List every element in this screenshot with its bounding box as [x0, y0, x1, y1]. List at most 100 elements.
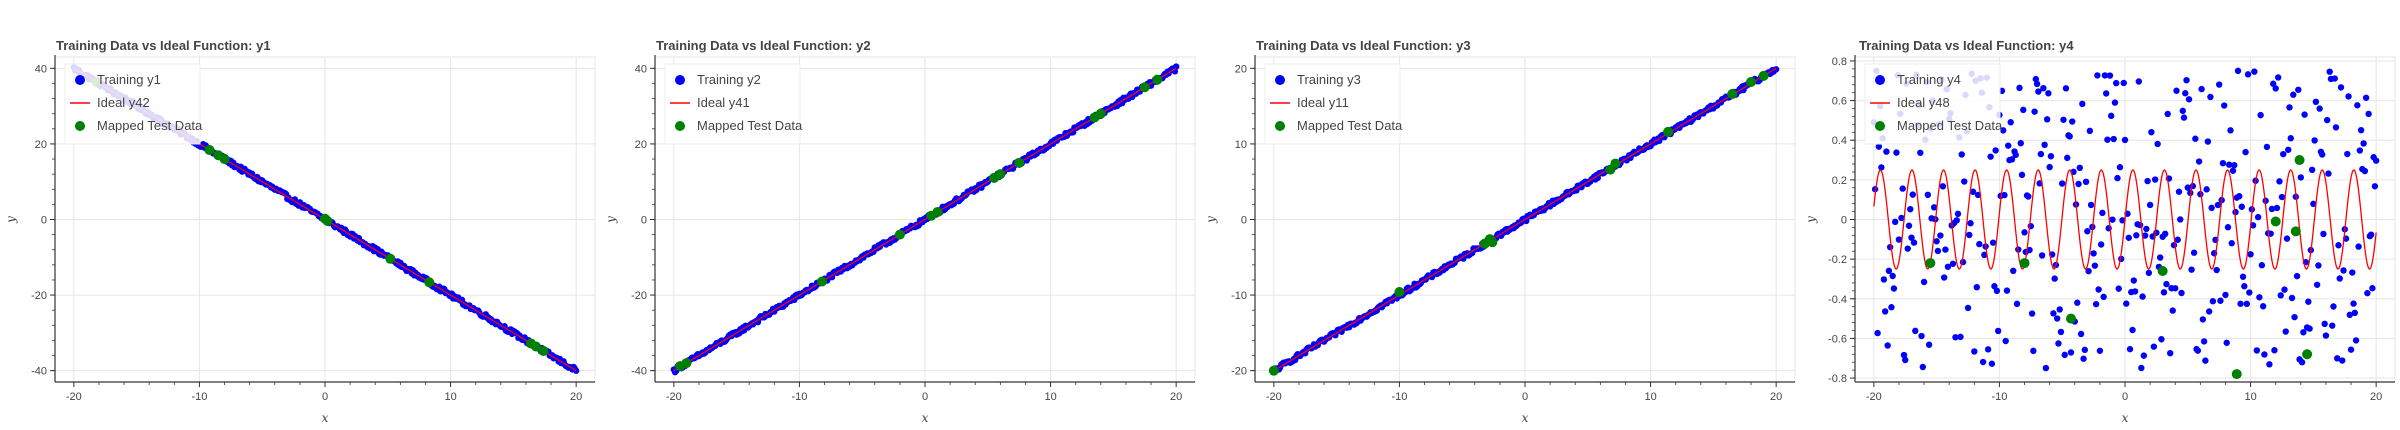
x-tick-label: 20	[1170, 391, 1182, 403]
training-point	[2251, 68, 2258, 75]
mapped-test-point	[219, 154, 230, 165]
training-point	[2156, 254, 2164, 261]
mapped-test-point	[1727, 89, 1738, 100]
chart-title: Training Data vs Ideal Function: y1	[56, 38, 271, 53]
training-point	[2061, 351, 2068, 359]
y-tick-label: 40	[35, 63, 47, 75]
training-point	[1988, 360, 1996, 367]
training-point	[2035, 88, 2042, 95]
training-point	[1973, 283, 1981, 291]
training-point	[572, 367, 580, 374]
training-point	[1905, 222, 1913, 229]
x-tick-label: 20	[2370, 391, 2382, 403]
legend-marker-training	[1275, 75, 1285, 85]
training-point	[2287, 135, 2294, 142]
legend: Training y4 Ideal y48 Mapped Test Data	[1864, 63, 2003, 145]
x-tick-label: -20	[66, 391, 82, 403]
training-point	[1966, 231, 1973, 239]
training-point	[1895, 236, 1903, 243]
mapped-test-point	[995, 169, 1006, 180]
training-point	[2082, 178, 2090, 186]
training-point	[1875, 143, 1883, 150]
training-point	[2224, 224, 2232, 231]
training-point	[2247, 251, 2254, 258]
training-point	[2258, 262, 2266, 269]
training-point	[2351, 309, 2359, 317]
training-point	[2120, 79, 2127, 87]
training-point	[1961, 178, 1968, 185]
training-point	[2010, 267, 2017, 275]
training-point	[2033, 80, 2041, 88]
mapped-test-point	[932, 206, 943, 217]
training-point	[2204, 138, 2212, 145]
training-point	[2012, 151, 2019, 159]
training-point	[2109, 216, 2116, 223]
legend-label-ideal: Ideal y48	[1897, 95, 1950, 110]
training-point	[2046, 163, 2053, 171]
training-point	[2261, 351, 2268, 358]
training-point	[2139, 293, 2146, 300]
training-point	[1902, 356, 1909, 364]
training-point	[1940, 274, 1948, 281]
training-point	[2312, 98, 2320, 106]
training-point	[2041, 141, 2048, 149]
training-point	[2002, 337, 2009, 345]
training-point	[2209, 298, 2217, 305]
training-point	[2126, 345, 2134, 353]
x-tick-label: 10	[444, 391, 456, 403]
training-point	[2242, 148, 2249, 156]
training-point	[2336, 275, 2343, 282]
training-point	[1967, 220, 1974, 227]
training-point	[2135, 78, 2143, 85]
training-point	[2130, 277, 2137, 284]
training-point	[2121, 136, 2129, 144]
legend-label-test: Mapped Test Data	[1297, 118, 1403, 133]
training-point	[2318, 151, 2326, 158]
y-tick-label: 20	[635, 139, 647, 151]
training-point	[2016, 84, 2023, 92]
training-point	[2081, 346, 2089, 354]
plot-area	[1268, 66, 1780, 376]
training-point	[1907, 205, 1914, 213]
training-point	[2031, 108, 2038, 115]
x-tick-label: -10	[1391, 391, 1407, 403]
training-point	[2185, 96, 2193, 103]
training-point	[2345, 93, 2352, 100]
training-point	[2090, 250, 2097, 257]
training-point	[2280, 150, 2287, 158]
training-point	[2322, 332, 2330, 339]
training-point	[2283, 235, 2291, 242]
training-point	[2295, 86, 2302, 93]
training-point	[1917, 149, 1924, 156]
training-point	[2151, 176, 2159, 183]
y-tick-label: -40	[31, 366, 47, 378]
y-tick-label: -40	[631, 366, 647, 378]
training-point	[2256, 294, 2263, 301]
mapped-test-point	[424, 277, 435, 288]
training-point	[2026, 246, 2033, 254]
mapped-test-point	[894, 229, 905, 240]
training-point	[2001, 191, 2008, 199]
x-tick-label: -10	[791, 391, 807, 403]
legend-marker-test	[675, 121, 685, 131]
legend-box	[64, 63, 201, 145]
training-point	[1992, 147, 1999, 154]
training-point	[2182, 90, 2189, 97]
training-point	[2194, 347, 2202, 354]
x-tick-label: -10	[1991, 391, 2007, 403]
training-point	[2281, 286, 2288, 293]
y-tick-label: -20	[1231, 366, 1247, 378]
training-point	[2298, 359, 2306, 366]
y-tick-label: 0.8	[1832, 56, 1847, 68]
training-point	[2154, 140, 2161, 148]
training-point	[2278, 193, 2286, 201]
training-point	[2337, 84, 2345, 91]
x-tick-label: -20	[1866, 391, 1882, 403]
training-point	[2075, 180, 2082, 188]
y-tick-label: -0.6	[1828, 333, 1847, 345]
training-point	[2115, 285, 2122, 292]
training-point	[2243, 300, 2251, 308]
training-point	[1878, 164, 1885, 171]
training-point	[2364, 289, 2371, 297]
